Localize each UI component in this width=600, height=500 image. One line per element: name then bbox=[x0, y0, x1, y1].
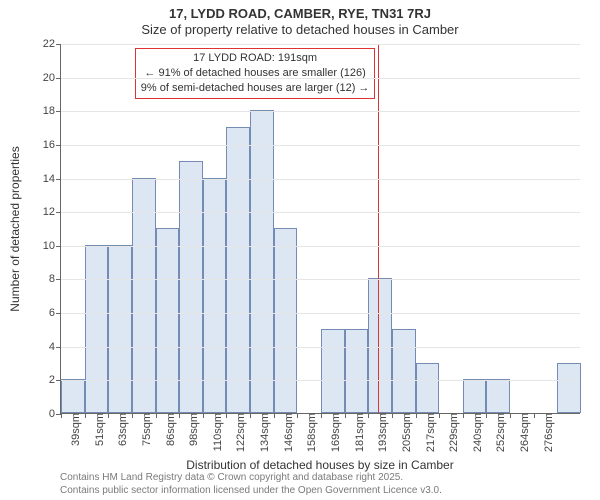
gridline bbox=[61, 347, 580, 348]
histogram-bar bbox=[156, 228, 180, 413]
bars-layer bbox=[61, 44, 580, 413]
xtick-mark bbox=[226, 413, 227, 418]
histogram-bar bbox=[392, 329, 416, 413]
xtick-mark bbox=[416, 413, 417, 418]
histogram-bar bbox=[486, 379, 510, 413]
x-axis-label: Distribution of detached houses by size … bbox=[60, 458, 580, 472]
xtick-label: 63sqm bbox=[111, 413, 129, 446]
gridline bbox=[61, 78, 580, 79]
attribution-line-2: Contains public sector information licen… bbox=[60, 485, 442, 498]
annotation-line: 9% of semi-detached houses are larger (1… bbox=[141, 81, 370, 96]
ytick-label: 20 bbox=[43, 72, 61, 84]
xtick-label: 193sqm bbox=[371, 413, 389, 452]
ytick-label: 12 bbox=[43, 206, 61, 218]
xtick-label: 110sqm bbox=[206, 413, 224, 451]
ytick-label: 0 bbox=[49, 408, 61, 420]
gridline bbox=[61, 44, 580, 45]
xtick-mark bbox=[61, 413, 62, 418]
ytick-label: 6 bbox=[49, 307, 61, 319]
histogram-bar bbox=[321, 329, 345, 413]
xtick-label: 181sqm bbox=[348, 413, 366, 452]
histogram-bar bbox=[179, 161, 203, 413]
xtick-label: 75sqm bbox=[135, 413, 153, 446]
xtick-mark bbox=[203, 413, 204, 418]
histogram-bar bbox=[226, 127, 250, 413]
histogram-bar bbox=[61, 379, 85, 413]
ytick-label: 14 bbox=[43, 173, 61, 185]
xtick-label: 86sqm bbox=[159, 413, 177, 446]
xtick-mark bbox=[297, 413, 298, 418]
xtick-mark bbox=[345, 413, 346, 418]
plot-area: 17 LYDD ROAD: 191sqm← 91% of detached ho… bbox=[60, 44, 580, 414]
histogram-bar bbox=[250, 110, 274, 413]
xtick-mark bbox=[250, 413, 251, 418]
ytick-label: 18 bbox=[43, 105, 61, 117]
xtick-mark bbox=[439, 413, 440, 418]
ytick-label: 2 bbox=[49, 374, 61, 386]
xtick-mark bbox=[463, 413, 464, 418]
xtick-label: 264sqm bbox=[513, 413, 531, 452]
histogram-bar bbox=[108, 245, 132, 413]
ytick-label: 10 bbox=[43, 240, 61, 252]
xtick-mark bbox=[510, 413, 511, 418]
xtick-mark bbox=[132, 413, 133, 418]
xtick-mark bbox=[486, 413, 487, 418]
xtick-mark bbox=[321, 413, 322, 418]
gridline bbox=[61, 380, 580, 381]
histogram-bar bbox=[345, 329, 369, 413]
xtick-mark bbox=[534, 413, 535, 418]
xtick-label: 98sqm bbox=[182, 413, 200, 446]
gridline bbox=[61, 145, 580, 146]
gridline bbox=[61, 212, 580, 213]
xtick-label: 229sqm bbox=[442, 413, 460, 452]
attribution-line-1: Contains HM Land Registry data © Crown c… bbox=[60, 472, 442, 485]
gridline bbox=[61, 179, 580, 180]
marker-annotation: 17 LYDD ROAD: 191sqm← 91% of detached ho… bbox=[135, 48, 376, 99]
ytick-label: 4 bbox=[49, 341, 61, 353]
histogram-bar bbox=[85, 245, 109, 413]
xtick-label: 146sqm bbox=[277, 413, 295, 452]
xtick-label: 205sqm bbox=[395, 413, 413, 452]
xtick-mark bbox=[392, 413, 393, 418]
marker-line bbox=[378, 44, 379, 413]
xtick-label: 169sqm bbox=[324, 413, 342, 452]
xtick-mark bbox=[108, 413, 109, 418]
chart-container: { "chart": { "type": "histogram", "title… bbox=[0, 0, 600, 500]
gridline bbox=[61, 313, 580, 314]
xtick-label: 51sqm bbox=[88, 413, 106, 446]
histogram-bar bbox=[274, 228, 298, 413]
histogram-bar bbox=[416, 363, 440, 413]
xtick-mark bbox=[85, 413, 86, 418]
xtick-mark bbox=[156, 413, 157, 418]
attribution-text: Contains HM Land Registry data © Crown c… bbox=[60, 472, 442, 497]
histogram-bar bbox=[557, 363, 581, 413]
ytick-label: 22 bbox=[43, 38, 61, 50]
xtick-label: 134sqm bbox=[253, 413, 271, 452]
annotation-line: 17 LYDD ROAD: 191sqm bbox=[141, 51, 370, 66]
ytick-label: 16 bbox=[43, 139, 61, 151]
gridline bbox=[61, 246, 580, 247]
xtick-label: 252sqm bbox=[489, 413, 507, 452]
y-axis-label: Number of detached properties bbox=[8, 44, 22, 414]
gridline bbox=[61, 111, 580, 112]
xtick-label: 217sqm bbox=[419, 413, 437, 452]
xtick-label: 276sqm bbox=[537, 413, 555, 452]
chart-subtitle: Size of property relative to detached ho… bbox=[0, 22, 600, 37]
xtick-label: 39sqm bbox=[64, 413, 82, 446]
xtick-mark bbox=[179, 413, 180, 418]
histogram-bar bbox=[463, 379, 487, 413]
xtick-label: 122sqm bbox=[229, 413, 247, 452]
xtick-mark bbox=[368, 413, 369, 418]
xtick-mark bbox=[274, 413, 275, 418]
xtick-label: 240sqm bbox=[466, 413, 484, 452]
gridline bbox=[61, 279, 580, 280]
xtick-label: 158sqm bbox=[300, 413, 318, 452]
chart-title-address: 17, LYDD ROAD, CAMBER, RYE, TN31 7RJ bbox=[0, 6, 600, 21]
ytick-label: 8 bbox=[49, 273, 61, 285]
